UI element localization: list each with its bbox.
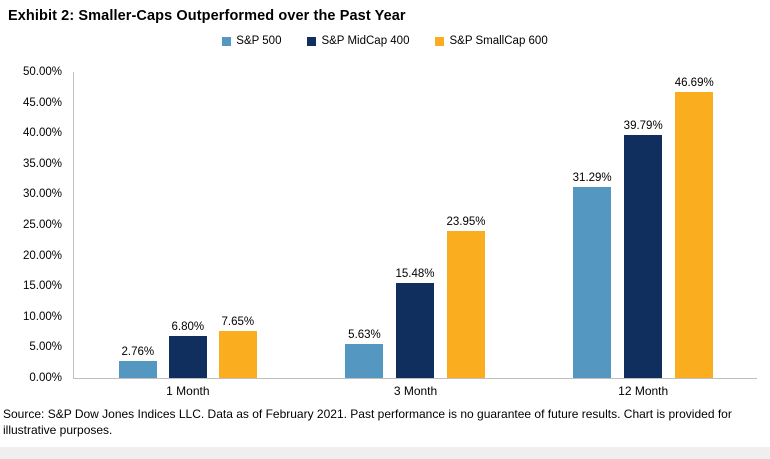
legend-item: S&P MidCap 400 <box>307 35 409 47</box>
y-tick-label: 0.00% <box>29 372 62 384</box>
y-tick-label: 25.00% <box>22 219 62 231</box>
y-tick-label: 10.00% <box>22 310 62 323</box>
bottom-strip <box>0 447 770 459</box>
chart-area: 50.00% 45.00% 40.00% 35.00% 30.00% 25.00% 20.0… <box>0 66 770 384</box>
bar-s-p-midcap-400 <box>624 134 663 378</box>
bar-value-label: 31.29% <box>572 171 612 184</box>
y-axis-labels: 50.00% 45.00% 40.00% 35.00% 30.00% 25.00% 20.0… <box>0 66 73 384</box>
legend-item: S&P SmallCap 600 <box>435 35 548 47</box>
legend-marker-s-p-midcap-400 <box>307 36 317 46</box>
bar-column: 23.95% <box>447 72 486 378</box>
bar-value-label: 5.63% <box>348 328 381 341</box>
bar-value-label: 6.80% <box>171 321 205 334</box>
bar-value-label: 7.65% <box>221 316 255 329</box>
bar-s-p-500 <box>345 343 384 378</box>
chart-legend: S&P 500 S&P MidCap 400 S&P SmallCap 600 <box>0 34 770 48</box>
bar-value-label: 46.69% <box>674 77 714 90</box>
bar-column: 2.76% <box>118 72 157 378</box>
legend-item: S&P 500 <box>222 35 281 47</box>
bar-column: 46.69% <box>675 72 714 378</box>
bar-column: 6.80% <box>168 72 207 378</box>
legend-marker-s-p-500 <box>222 36 232 46</box>
chart-title: Exhibit 2: Smaller-Caps Outperformed ove… <box>8 8 406 24</box>
source-note: Source: S&P Dow Jones Indices LLC. Data … <box>3 407 732 438</box>
bar-group: 2.76% 6.80% 7.65% <box>74 72 302 378</box>
bar-group: 31.29% 39.79% 46.69% <box>529 72 757 378</box>
bar-value-label: 39.79% <box>623 119 663 132</box>
plot-area: 2.76% 6.80% 7.65% 5.63% 15.48% 23.95% 31.29% 39… <box>73 72 757 379</box>
y-tick-label: 5.00% <box>29 341 62 354</box>
bar-column: 31.29% <box>573 72 612 378</box>
bar-s-p-smallcap-600 <box>675 92 714 378</box>
legend-label: S&P SmallCap 600 <box>449 35 548 47</box>
y-tick-label: 30.00% <box>22 188 62 201</box>
y-tick-label: 15.00% <box>22 280 62 293</box>
bar-group: 5.63% 15.48% 23.95% <box>302 72 530 378</box>
bar-s-p-midcap-400 <box>168 336 207 378</box>
bar-s-p-smallcap-600 <box>218 331 257 378</box>
legend-marker-s-p-smallcap-600 <box>435 36 445 46</box>
bar-value-label: 2.76% <box>121 346 155 359</box>
bar-column: 5.63% <box>345 72 384 378</box>
bar-s-p-500 <box>118 361 157 378</box>
x-axis-category-label: 1 Month <box>166 384 210 398</box>
bar-column: 7.65% <box>218 72 257 378</box>
bar-value-label: 23.95% <box>446 216 486 229</box>
bar-value-label: 15.48% <box>395 268 435 281</box>
bar-column: 15.48% <box>395 72 435 378</box>
bar-s-p-midcap-400 <box>395 283 434 378</box>
legend-label: S&P MidCap 400 <box>321 35 410 47</box>
y-tick-label: 35.00% <box>22 157 62 170</box>
y-tick-label: 20.00% <box>22 249 62 262</box>
y-tick-label: 50.00% <box>22 66 62 78</box>
x-axis-category-label: 3 Month <box>393 384 438 398</box>
legend-label: S&P 500 <box>236 35 282 47</box>
y-tick-label: 45.00% <box>22 96 62 109</box>
y-tick-label: 40.00% <box>22 127 62 140</box>
bar-s-p-smallcap-600 <box>447 231 485 378</box>
bar-s-p-500 <box>573 186 612 378</box>
x-axis-labels: 1 Month 3 Month 12 Month <box>74 379 757 398</box>
bar-column: 39.79% <box>624 72 663 378</box>
x-axis-category-label: 12 Month <box>618 384 669 398</box>
